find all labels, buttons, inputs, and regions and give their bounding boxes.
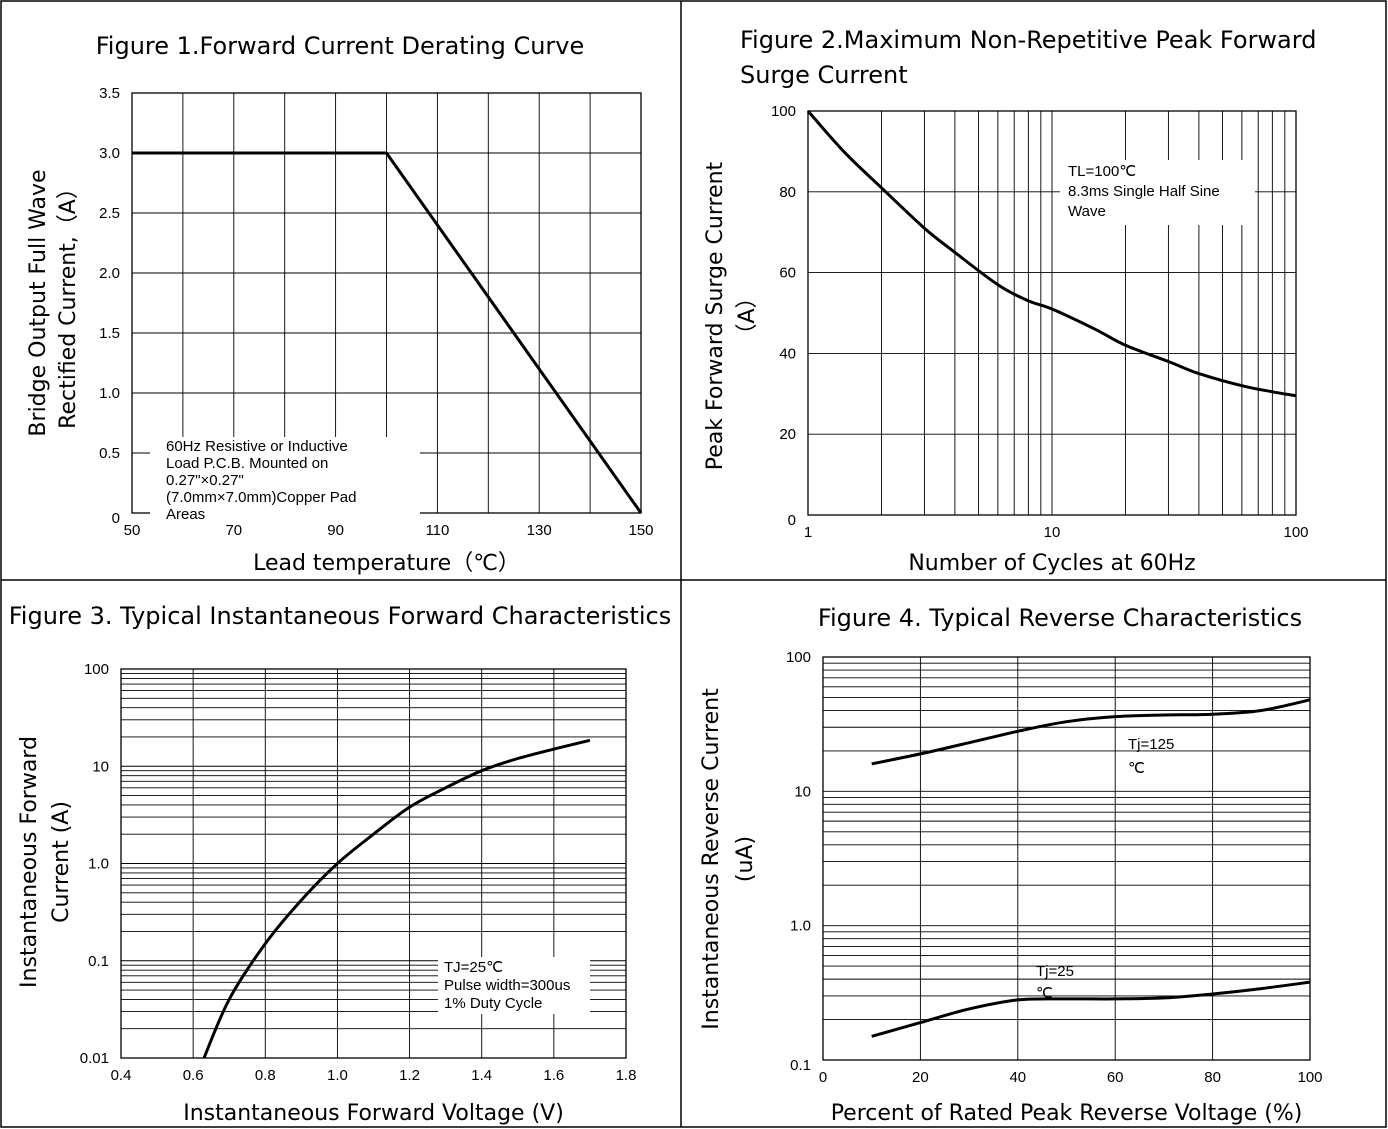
series-line-2 [871, 980, 1311, 1038]
y-axis-label: Rectified Current,（A） [56, 177, 81, 429]
annotation-text: Wave [1068, 203, 1106, 220]
chart-figure-4: 0 20 40 60 80 1000.11.010100Tj=125℃Tj=25℃Figu… [699, 604, 1323, 1126]
x-tick-label: 1.4 [471, 1067, 492, 1084]
series-line-1 [132, 151, 643, 514]
series-line-1 [806, 110, 1297, 398]
y-tick-label: 3.0 [99, 145, 120, 162]
chart-figure-3: 0.4 0.6 0.8 1.0 1.2 1.4 1.6 1.8 0.01 0.1 1.0 10 100 T… [9, 602, 671, 1126]
y-tick-label: 100 [771, 103, 796, 120]
x-tick-label: 0 [819, 1069, 827, 1086]
x-tick-label: 80 [1204, 1069, 1221, 1086]
chart-title: Figure 4. Typical Reverse Characteristic… [818, 604, 1302, 632]
y-tick-label: 0.01 [80, 1050, 109, 1067]
y-tick-label: 2.5 [99, 205, 120, 222]
y-axis-label: Peak Forward Surge Current [703, 161, 728, 470]
plot-area-frame [807, 110, 1297, 516]
y-tick-label: 10 [92, 758, 109, 775]
y-tick-label: 0 [788, 512, 796, 529]
x-tick-label: 0.6 [183, 1067, 204, 1084]
x-axis-label: Percent of Rated Peak Reverse Voltage (%… [831, 1101, 1303, 1126]
annotation-text: 0.27"×0.27" [166, 472, 244, 489]
series-line-1 [202, 738, 591, 1059]
y-tick-label: 100 [786, 649, 811, 666]
y-tick-label: 20 [779, 426, 796, 443]
y-tick-label: 0.1 [88, 953, 109, 970]
x-tick-label: 0.8 [255, 1067, 276, 1084]
series-annotation-text: Tj=25 [1036, 963, 1074, 980]
x-tick-label: 50 [124, 522, 141, 539]
x-tick-label: 1.8 [616, 1067, 637, 1084]
x-axis-label: Instantaneous Forward Voltage (V) [183, 1101, 564, 1126]
y-axis-label: （A） [735, 286, 760, 345]
chart-figure-1: 50 70 90 110 130 150 0 0.5 1.0 1.5 2.0 2.5 3.0 3.5 60H… [26, 32, 654, 576]
chart-title: Figure 3. Typical Instantaneous Forward … [9, 602, 671, 630]
x-tick-label: 100 [1283, 524, 1308, 541]
x-tick-label: 90 [327, 522, 344, 539]
x-tick-label: 1.6 [543, 1067, 564, 1084]
x-tick-label: 40 [1009, 1069, 1026, 1086]
annotation-text: Pulse width=300us [444, 977, 570, 994]
y-tick-label: 0.1 [790, 1057, 811, 1074]
x-tick-label: 110 [425, 522, 449, 539]
y-axis-label: Instantaneous Forward [17, 736, 42, 988]
x-tick-label: 1.0 [327, 1067, 348, 1084]
x-tick-label: 20 [912, 1069, 929, 1086]
annotation-background [150, 437, 420, 517]
y-tick-label: 10 [794, 783, 811, 800]
plot-area-frame [120, 668, 627, 1059]
chart-title: Surge Current [740, 61, 908, 89]
annotation-background [438, 957, 590, 1014]
x-tick-label: 0.4 [111, 1067, 132, 1084]
series-annotation-text: Tj=125 [1128, 736, 1174, 753]
y-tick-label: 100 [84, 661, 109, 678]
y-axis-label: Instantaneous Reverse Current [699, 688, 724, 1030]
annotation-text: TJ=25℃ [444, 959, 503, 976]
annotation-text: TL=100℃ [1068, 163, 1136, 180]
x-tick-label: 10 [1044, 524, 1061, 541]
chart-figure-2: 1 10 100 0 20 40 60 80 100 TL=100℃ 8.3ms Single Ha… [703, 26, 1316, 576]
y-tick-label: 60 [779, 265, 796, 282]
annotation-text: 60Hz Resistive or Inductive [166, 438, 348, 455]
y-tick-label: 1.0 [88, 856, 109, 873]
y-axis-label: (uA) [733, 836, 758, 882]
annotation-text: Load P.C.B. Mounted on [166, 455, 328, 472]
annotation-text: 1% Duty Cycle [444, 995, 542, 1012]
series-line-1 [871, 698, 1311, 766]
y-tick-label: 80 [779, 184, 796, 201]
chart-grid [120, 668, 627, 1059]
annotation-text: 8.3ms Single Half Sine [1068, 183, 1220, 200]
y-tick-label: 40 [779, 345, 796, 362]
x-tick-label: 1.2 [399, 1067, 420, 1084]
annotation-background [1060, 160, 1255, 225]
y-axis-label: Current (A) [49, 801, 74, 923]
y-tick-label: 3.5 [99, 85, 120, 102]
y-tick-label: 2.0 [99, 265, 120, 282]
y-tick-label: 0 [112, 510, 120, 527]
y-axis-label: Bridge Output Full Wave [26, 169, 51, 436]
x-axis-label: Number of Cycles at 60Hz [908, 551, 1195, 576]
y-tick-label: 1.5 [99, 325, 120, 342]
x-tick-label: 70 [225, 522, 242, 539]
y-tick-label: 1.0 [790, 918, 811, 935]
x-tick-label: 60 [1107, 1069, 1124, 1086]
y-tick-label: 1.0 [99, 385, 120, 402]
x-tick-label: 150 [628, 522, 653, 539]
chart-title: Figure 2.Maximum Non-Repetitive Peak For… [740, 26, 1316, 54]
x-tick-label: 1 [804, 524, 812, 541]
x-tick-label: 130 [527, 522, 552, 539]
series-annotation-text: ℃ [1128, 760, 1145, 777]
annotation-text: (7.0mm×7.0mm)Copper Pad [166, 489, 357, 506]
x-axis-label: Lead temperature（℃） [253, 551, 520, 576]
chart-title: Figure 1.Forward Current Derating Curve [96, 32, 585, 60]
plot-area-frame [822, 656, 1311, 1061]
x-tick-label: 100 [1297, 1069, 1322, 1086]
y-tick-label: 0.5 [99, 445, 120, 462]
annotation-text: Areas [166, 506, 205, 523]
